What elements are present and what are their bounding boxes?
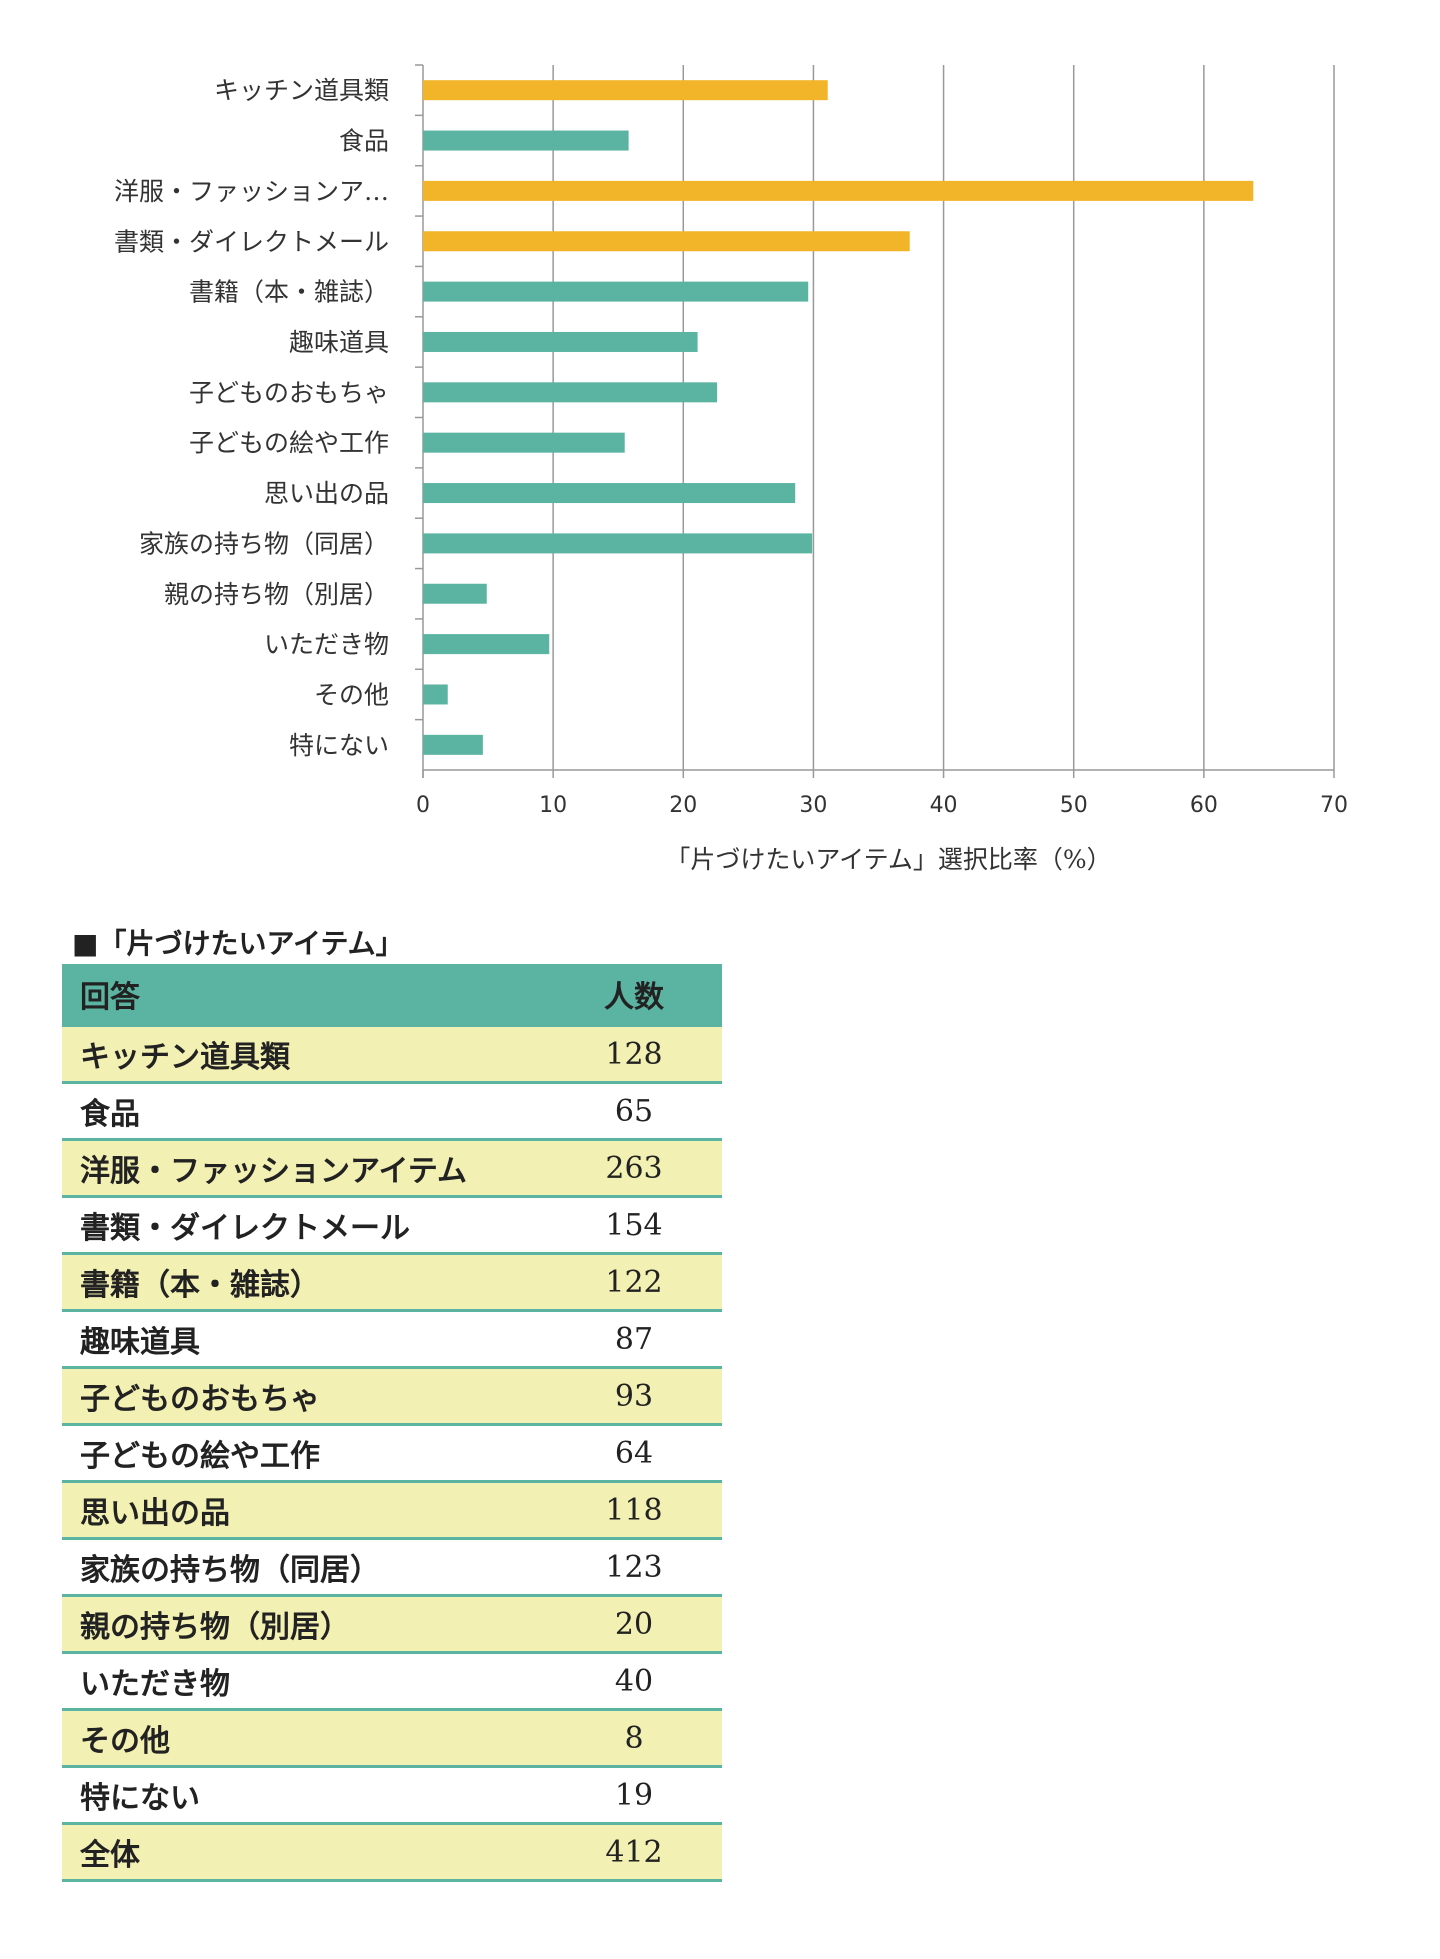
answer-cell: 書類・ダイレクトメール (62, 1196, 546, 1255)
bar (423, 734, 483, 755)
answer-cell: 趣味道具 (62, 1310, 546, 1369)
answer-cell: いただき物 (62, 1652, 546, 1711)
count-cell: 118 (546, 1481, 722, 1540)
table-row: 書籍（本・雑誌） 122 (62, 1253, 722, 1312)
table-row: 思い出の品 118 (62, 1481, 722, 1540)
data-table: 回答 人数 キッチン道具類 128 食品 65 洋服・ファッションアイテム 263 書類・ダ… (62, 964, 722, 1882)
answer-cell: キッチン道具類 (62, 1025, 546, 1084)
category-label: 食品 (339, 127, 389, 156)
bar (423, 382, 718, 403)
category-label: その他 (314, 680, 389, 709)
count-cell: 128 (546, 1025, 722, 1084)
bar (423, 483, 796, 504)
answer-cell: 子どもの絵や工作 (62, 1424, 546, 1483)
bar (423, 180, 1254, 201)
bar (423, 634, 550, 655)
table-row: 書類・ダイレクトメール 154 (62, 1196, 722, 1255)
answer-cell: 特にない (62, 1766, 546, 1825)
x-tick-label: 10 (539, 793, 567, 818)
answer-cell: 洋服・ファッションアイテム (62, 1139, 546, 1198)
x-tick-label: 50 (1060, 793, 1088, 818)
bar (423, 331, 698, 352)
table-title: ■「片づけたいアイテム」 (72, 927, 404, 960)
table-row: 親の持ち物（別居） 20 (62, 1595, 722, 1654)
answer-cell: 親の持ち物（別居） (62, 1595, 546, 1654)
category-label: 洋服・ファッションア… (114, 177, 389, 206)
x-tick-label: 0 (416, 793, 430, 818)
count-cell: 87 (546, 1310, 722, 1369)
category-label: 書類・ダイレクトメール (114, 227, 389, 256)
table-row: 全体 412 (62, 1823, 722, 1882)
x-tick-label: 40 (930, 793, 958, 818)
count-cell: 64 (546, 1424, 722, 1483)
answer-cell: 子どものおもちゃ (62, 1367, 546, 1426)
category-label: 親の持ち物（別居） (164, 580, 389, 609)
table-row: キッチン道具類 128 (62, 1025, 722, 1084)
category-label: 家族の持ち物（同居） (139, 529, 389, 558)
category-label: 思い出の品 (264, 479, 389, 508)
x-tick-label: 20 (669, 793, 697, 818)
count-cell: 412 (546, 1823, 722, 1882)
bar (423, 130, 629, 151)
table-row: 特にない 19 (62, 1766, 722, 1825)
category-label: キッチン道具類 (214, 76, 389, 105)
header-count: 人数 (546, 964, 722, 1027)
x-tick-label: 30 (799, 793, 827, 818)
answer-cell: 家族の持ち物（同居） (62, 1538, 546, 1597)
category-label: 趣味道具 (289, 328, 389, 357)
bar (423, 80, 828, 101)
count-cell: 263 (546, 1139, 722, 1198)
category-label: 子どものおもちゃ (189, 378, 389, 407)
bar (423, 281, 809, 302)
answer-cell: 全体 (62, 1823, 546, 1882)
x-axis-title: 「片づけたいアイテム」選択比率（%） (665, 845, 1111, 874)
count-cell: 8 (546, 1709, 722, 1768)
answer-cell: その他 (62, 1709, 546, 1768)
answer-cell: 思い出の品 (62, 1481, 546, 1540)
bar (423, 583, 487, 604)
table-row: 子どものおもちゃ 93 (62, 1367, 722, 1426)
count-cell: 20 (546, 1595, 722, 1654)
x-tick-label: 70 (1320, 793, 1348, 818)
x-tick-label: 60 (1190, 793, 1218, 818)
header-answer: 回答 (62, 964, 546, 1027)
answer-cell: 食品 (62, 1082, 546, 1141)
answer-cell: 書籍（本・雑誌） (62, 1253, 546, 1312)
table-row: その他 8 (62, 1709, 722, 1768)
table-row: いただき物 40 (62, 1652, 722, 1711)
bar (423, 684, 448, 705)
count-cell: 93 (546, 1367, 722, 1426)
count-cell: 154 (546, 1196, 722, 1255)
category-label: 書籍（本・雑誌） (189, 278, 389, 307)
count-cell: 19 (546, 1766, 722, 1825)
bar (423, 231, 910, 252)
count-cell: 123 (546, 1538, 722, 1597)
category-label: いただき物 (264, 630, 389, 659)
table-row: 子どもの絵や工作 64 (62, 1424, 722, 1483)
count-cell: 40 (546, 1652, 722, 1711)
table-row: 食品 65 (62, 1082, 722, 1141)
table-row: 洋服・ファッションアイテム 263 (62, 1139, 722, 1198)
count-cell: 65 (546, 1082, 722, 1141)
category-label: 子どもの絵や工作 (189, 429, 389, 458)
category-label: 特にない (289, 731, 389, 760)
bar (423, 432, 625, 453)
table-header-row: 回答 人数 (62, 964, 722, 1027)
bar (423, 533, 813, 554)
count-cell: 122 (546, 1253, 722, 1312)
table-row: 趣味道具 87 (62, 1310, 722, 1369)
table-row: 家族の持ち物（同居） 123 (62, 1538, 722, 1597)
